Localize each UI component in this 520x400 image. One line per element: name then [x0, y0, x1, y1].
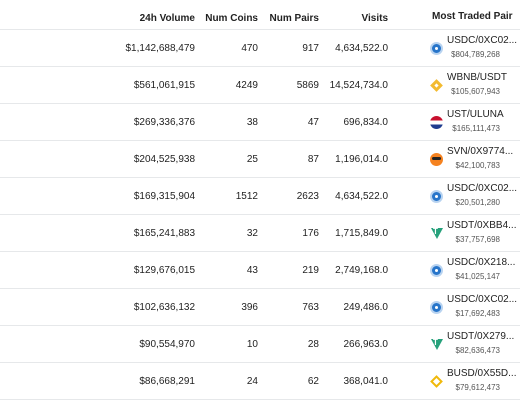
pair-volume: $82,636,473: [455, 346, 501, 355]
pair-volume: $41,025,147: [455, 272, 501, 281]
row-num-coins: 25: [246, 154, 258, 165]
row-24h-volume: $90,554,970: [139, 339, 195, 350]
row-num-pairs: 47: [307, 117, 319, 128]
row-24h-volume: $129,676,015: [133, 265, 195, 276]
svn-icon: [430, 153, 443, 166]
row-24h-volume: $561,061,915: [133, 80, 195, 91]
usdc-icon: [430, 264, 443, 277]
table-row[interactable]: $165,241,883 32 176 1,715,849.0 USDT/0XBB4..…: [0, 215, 520, 252]
table-row[interactable]: $86,668,291 24 62 368,041.0 BUSD/0X55D... $79…: [0, 363, 520, 400]
row-num-coins: 43: [246, 265, 258, 276]
header-most-traded-pair[interactable]: Most Traded Pair: [432, 11, 513, 22]
table-row[interactable]: $204,525,938 25 87 1,196,014.0 SVN/0X9774...…: [0, 141, 520, 178]
row-visits: 4,634,522.0: [335, 191, 388, 202]
row-24h-volume: $1,142,688,479: [125, 43, 195, 54]
table-header: 24h Volume Num Coins Num Pairs Visits Mo…: [0, 0, 520, 30]
row-num-pairs: 763: [302, 302, 319, 313]
row-visits: 1,196,014.0: [335, 154, 388, 165]
row-24h-volume: $86,668,291: [139, 376, 195, 387]
header-num-pairs[interactable]: Num Pairs: [269, 13, 319, 24]
row-num-coins: 32: [246, 228, 258, 239]
row-24h-volume: $269,336,376: [133, 117, 195, 128]
pair-name[interactable]: BUSD/0X55D...: [447, 368, 517, 379]
table-row[interactable]: $102,636,132 396 763 249,486.0 USDC/0XC02...…: [0, 289, 520, 326]
row-visits: 368,041.0: [343, 376, 389, 387]
table-row[interactable]: $1,142,688,479 470 917 4,634,522.0 USDC/0XC0…: [0, 30, 520, 67]
pair-volume: $804,789,268: [451, 50, 500, 59]
row-num-coins: 24: [246, 376, 258, 387]
header-24h-volume[interactable]: 24h Volume: [139, 13, 195, 24]
pair-name[interactable]: UST/ULUNA: [447, 109, 504, 120]
row-num-pairs: 62: [307, 376, 319, 387]
row-visits: 2,749,168.0: [335, 265, 388, 276]
usdt-icon: [430, 338, 443, 351]
row-num-coins: 38: [246, 117, 258, 128]
pair-volume: $20,501,280: [455, 198, 501, 207]
row-num-coins: 470: [241, 43, 258, 54]
pair-volume: $165,111,473: [452, 124, 500, 133]
row-visits: 249,486.0: [343, 302, 389, 313]
pair-name[interactable]: USDT/0X279...: [447, 331, 515, 342]
ust-icon: [430, 116, 443, 129]
table-row[interactable]: $269,336,376 38 47 696,834.0 UST/ULUNA $165,1…: [0, 104, 520, 141]
table-row[interactable]: $129,676,015 43 219 2,749,168.0 USDC/0X218..…: [0, 252, 520, 289]
pair-volume: $17,692,483: [455, 309, 501, 318]
header-num-coins[interactable]: Num Coins: [205, 13, 258, 24]
pair-name[interactable]: USDC/0XC02...: [447, 35, 518, 46]
pair-name[interactable]: USDC/0XC02...: [447, 294, 518, 305]
usdc-icon: [430, 190, 443, 203]
row-24h-volume: $204,525,938: [133, 154, 195, 165]
row-num-coins: 10: [246, 339, 258, 350]
usdc-icon: [430, 42, 443, 55]
table-row[interactable]: $90,554,970 10 28 266,963.0 USDT/0X279... $82…: [0, 326, 520, 363]
bnb-icon: [430, 79, 443, 92]
row-num-pairs: 28: [307, 339, 319, 350]
pair-name[interactable]: USDC/0XC02...: [447, 183, 518, 194]
row-num-pairs: 87: [307, 154, 319, 165]
table-body: $1,142,688,479 470 917 4,634,522.0 USDC/0XC0…: [0, 30, 520, 400]
pair-volume: $37,757,698: [455, 235, 501, 244]
row-visits: 1,715,849.0: [335, 228, 388, 239]
row-visits: 266,963.0: [343, 339, 389, 350]
row-24h-volume: $169,315,904: [133, 191, 195, 202]
row-24h-volume: $102,636,132: [133, 302, 195, 313]
busd-icon: [430, 375, 443, 388]
pair-volume: $42,100,783: [455, 161, 501, 170]
row-num-pairs: 2623: [296, 191, 319, 202]
pair-name[interactable]: USDC/0X218...: [447, 257, 516, 268]
row-visits: 696,834.0: [343, 117, 389, 128]
pair-name[interactable]: WBNB/USDT: [447, 72, 507, 83]
header-visits[interactable]: Visits: [361, 13, 389, 24]
row-num-pairs: 176: [302, 228, 319, 239]
table-row[interactable]: $561,061,915 4249 5869 14,524,734.0 WBNB/USD…: [0, 67, 520, 104]
pair-volume: $79,612,473: [455, 383, 501, 392]
row-num-pairs: 5869: [296, 80, 319, 91]
pair-name[interactable]: SVN/0X9774...: [447, 146, 514, 157]
row-visits: 14,524,734.0: [329, 80, 388, 91]
table-row[interactable]: $169,315,904 1512 2623 4,634,522.0 USDC/0XC0…: [0, 178, 520, 215]
row-num-pairs: 917: [302, 43, 319, 54]
usdt-icon: [430, 227, 443, 240]
pair-name[interactable]: USDT/0XBB4...: [447, 220, 517, 231]
row-num-coins: 1512: [235, 191, 258, 202]
row-visits: 4,634,522.0: [335, 43, 388, 54]
pair-volume: $105,607,943: [451, 87, 500, 96]
row-num-coins: 396: [241, 302, 258, 313]
usdc-icon: [430, 301, 443, 314]
row-num-pairs: 219: [302, 265, 319, 276]
row-num-coins: 4249: [235, 80, 258, 91]
row-24h-volume: $165,241,883: [133, 228, 195, 239]
